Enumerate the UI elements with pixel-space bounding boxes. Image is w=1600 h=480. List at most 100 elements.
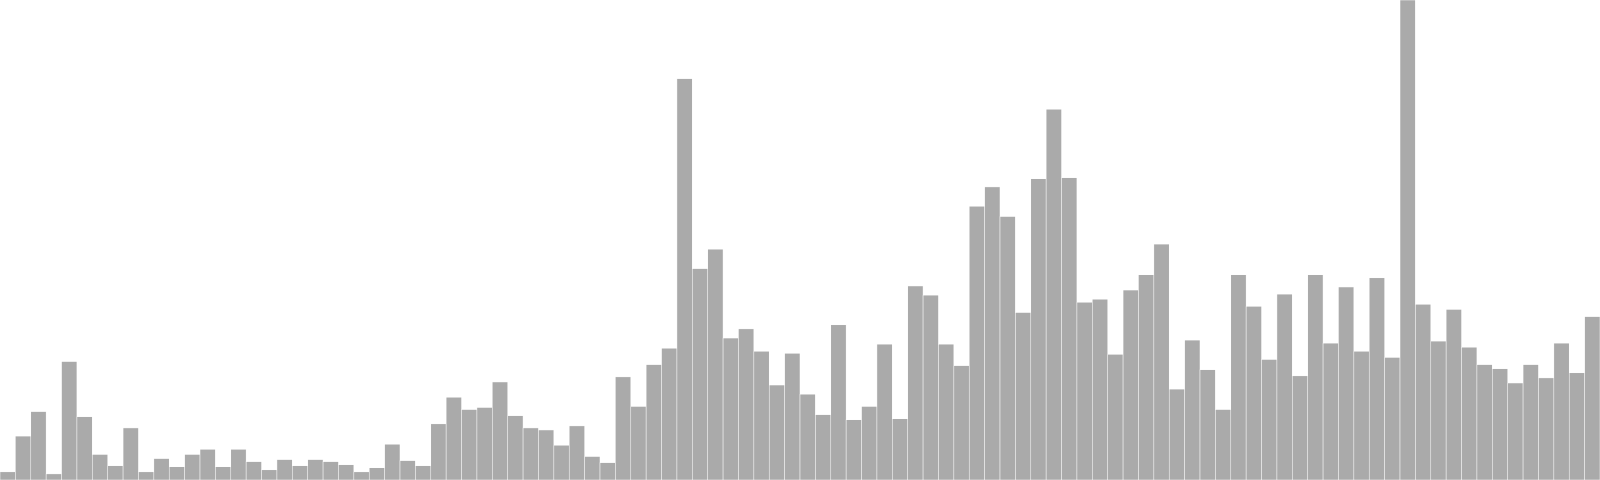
bar (1092, 298, 1108, 480)
bar (30, 411, 47, 480)
bar (938, 343, 955, 480)
bar (461, 409, 478, 480)
bar (1322, 342, 1339, 480)
bar (199, 449, 216, 480)
bar (984, 186, 1001, 480)
bar (830, 324, 847, 480)
bar (1045, 109, 1062, 480)
bar (892, 418, 908, 480)
bar (184, 454, 201, 480)
bar (1399, 0, 1416, 480)
bar (1338, 286, 1355, 480)
bar (1415, 304, 1432, 480)
bar (568, 425, 585, 480)
bar (322, 461, 339, 480)
bar (476, 407, 493, 480)
bar (153, 458, 170, 480)
bar (907, 285, 924, 480)
bar (1153, 243, 1170, 480)
bar (584, 456, 601, 480)
bar (692, 268, 708, 480)
bar (999, 216, 1016, 480)
bar (522, 427, 539, 480)
bar (1138, 274, 1155, 480)
bar (1168, 388, 1185, 480)
bar (661, 348, 678, 480)
bar (861, 406, 878, 480)
bar (1292, 375, 1308, 480)
bar (630, 406, 647, 480)
bar (1492, 368, 1508, 480)
bar (1061, 177, 1078, 480)
bar (815, 414, 832, 480)
bar (738, 328, 755, 480)
bar (768, 384, 785, 480)
bar (799, 393, 816, 480)
bar (45, 473, 62, 480)
bar (599, 462, 616, 480)
bar (1476, 364, 1493, 480)
bar (1445, 309, 1462, 480)
bar (1461, 346, 1478, 480)
bar (538, 429, 555, 480)
bar (230, 449, 247, 480)
bar (1430, 340, 1447, 480)
bar (15, 435, 32, 480)
bar (676, 78, 693, 480)
bar (1276, 293, 1293, 480)
bar (968, 206, 985, 480)
bar (876, 343, 893, 480)
bar (1307, 274, 1324, 480)
bar (722, 337, 739, 480)
bar (76, 416, 93, 480)
bar (507, 415, 524, 480)
bar (353, 471, 370, 480)
bar (261, 469, 278, 480)
bar (1030, 178, 1047, 480)
bar (753, 351, 770, 480)
bar (492, 381, 508, 480)
bar (645, 364, 662, 480)
bar (292, 465, 308, 480)
bar (1568, 372, 1585, 480)
bar (338, 464, 355, 480)
bar (1522, 364, 1539, 480)
bar (307, 459, 324, 480)
bar (553, 445, 570, 480)
bar (276, 459, 293, 480)
bar (1076, 302, 1093, 480)
bar (138, 471, 155, 480)
bar (107, 465, 124, 480)
bar (1553, 342, 1570, 480)
bar (215, 466, 232, 480)
bar (1215, 409, 1232, 480)
bar (368, 467, 385, 480)
bar (1184, 339, 1201, 480)
bar (245, 461, 262, 480)
bar (1507, 382, 1524, 480)
bar (845, 419, 862, 480)
bar (122, 427, 139, 480)
bar (1353, 351, 1370, 480)
bar (0, 471, 16, 480)
bar (1199, 369, 1216, 480)
bar (1245, 306, 1262, 480)
bar (784, 353, 801, 480)
bar (1584, 316, 1600, 480)
bar (1261, 359, 1278, 480)
bar (1122, 289, 1139, 480)
bar (92, 454, 108, 480)
bar (922, 294, 939, 480)
bar (707, 248, 724, 480)
bar (953, 365, 970, 480)
bar (615, 376, 632, 480)
bar (415, 465, 432, 480)
bar (445, 397, 462, 480)
bar (61, 361, 78, 480)
bar (1230, 274, 1247, 480)
bar (384, 444, 401, 480)
bar (1107, 354, 1124, 480)
bar (168, 466, 185, 480)
